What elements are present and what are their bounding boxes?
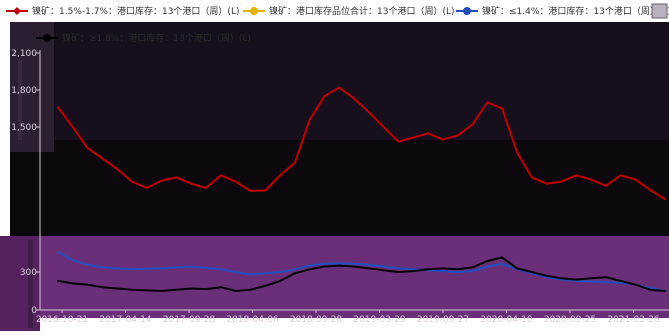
series-line-2 bbox=[57, 251, 666, 292]
series-layer bbox=[57, 86, 666, 292]
y-tick-layer: 0 300 1,500 1,800 2,100 bbox=[11, 49, 37, 316]
purple-overlay-bottom bbox=[10, 236, 669, 318]
x-tick-label: 2019-03-29 bbox=[353, 315, 406, 325]
y-tick-label: 1,500 bbox=[11, 123, 37, 133]
series-line-0 bbox=[57, 86, 666, 201]
legend-marker-circle-3 bbox=[43, 34, 51, 42]
x-tick-label: 2020-04-10 bbox=[480, 315, 533, 325]
legend-label-3: 镍矿：≥1.8%：港口库存：13个港口（周）(L) bbox=[62, 32, 251, 44]
y-tick-label: 2,100 bbox=[11, 49, 37, 59]
purple-overlay-left bbox=[0, 236, 40, 331]
y-tick-label: 300 bbox=[20, 268, 37, 278]
x-tick-layer: 2016-10-21 2017-04-14 2017-09-28 2018-04-06… bbox=[36, 315, 660, 325]
legend: 镍矿：1.5%-1.7%：港口库存：13个港口（周）(L) 镍矿：港口库存品位合计… bbox=[0, 0, 669, 44]
dark-sidebar-left bbox=[18, 60, 22, 140]
legend-more-icon bbox=[651, 3, 668, 19]
dark-overlay-left bbox=[10, 22, 54, 152]
y-tick-label: 1,800 bbox=[11, 86, 37, 96]
legend-label-2: 镍矿：≤1.4%：港口库存：13个港口（周）(L) bbox=[482, 5, 669, 17]
legend-label-0: 镍矿：1.5%-1.7%：港口库存：13个港口（周）(L) bbox=[32, 5, 239, 17]
dark-overlay-top bbox=[10, 22, 669, 140]
x-tick-label: 2021-03-26 bbox=[607, 315, 660, 325]
dark-sidebar-bottom bbox=[28, 240, 33, 328]
x-tick-label: 2017-04-14 bbox=[99, 315, 152, 325]
x-tick-label: 2018-09-28 bbox=[290, 315, 343, 325]
legend-background bbox=[0, 0, 669, 22]
legend-marker-circle-2 bbox=[463, 7, 471, 15]
x-tick-label: 2017-09-28 bbox=[163, 315, 216, 325]
legend-label-1: 镍矿：港口库存品位合计：13个港口（周）(L) bbox=[269, 5, 455, 17]
light-strip-left bbox=[0, 22, 10, 236]
x-tick-label: 2019-09-27 bbox=[417, 315, 469, 325]
x-tick-label: 2020-09-25 bbox=[544, 315, 596, 325]
dark-overlay-middle bbox=[10, 140, 669, 236]
x-tick-label: 2018-04-06 bbox=[226, 315, 279, 325]
legend-marker-diamond-0 bbox=[13, 7, 21, 15]
x-tick-label: 2016-10-21 bbox=[36, 315, 88, 325]
grid-layer bbox=[36, 52, 634, 313]
series-line-3 bbox=[57, 256, 666, 292]
y-tick-label: 0 bbox=[31, 306, 37, 316]
legend-marker-circle-1 bbox=[250, 7, 258, 15]
